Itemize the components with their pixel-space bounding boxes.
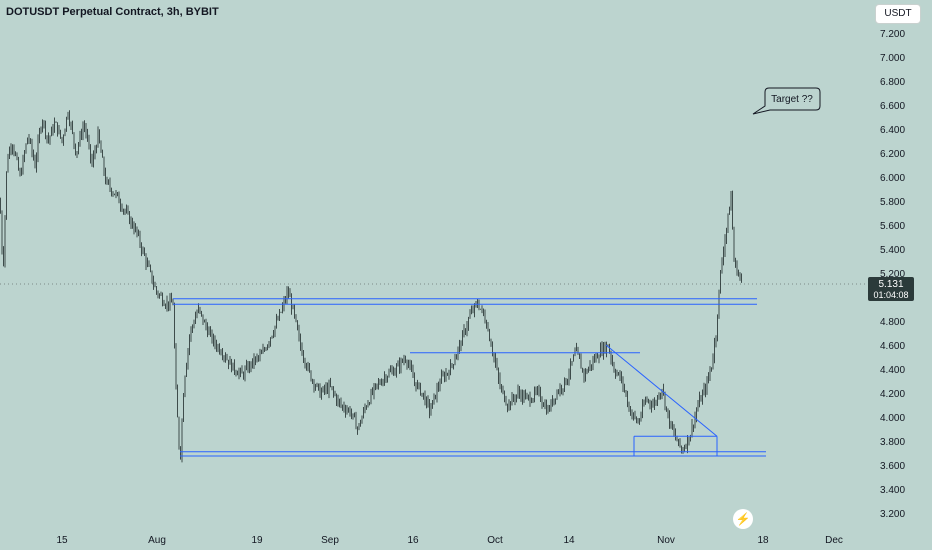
x-tick-label: 19: [251, 535, 263, 546]
time-axis[interactable]: 15 Aug 19 Sep 16 Oct 14 Nov 18 Dec: [56, 535, 842, 546]
candles: [0, 110, 742, 463]
y-tick-label: 6.800: [880, 77, 905, 88]
y-tick-label: 6.400: [880, 125, 905, 136]
y-tick-label: 4.400: [880, 365, 905, 376]
price-axis[interactable]: 7.200 7.000 6.800 6.600 6.400 6.200 6.000 5.800…: [880, 29, 905, 520]
x-tick-label: Oct: [487, 535, 503, 546]
y-tick-label: 4.800: [880, 317, 905, 328]
x-tick-label: 15: [56, 535, 68, 546]
y-tick-label: 3.200: [880, 509, 905, 520]
x-tick-label: Aug: [148, 535, 166, 546]
currency-button[interactable]: USDT: [875, 4, 921, 24]
y-tick-label: 3.400: [880, 485, 905, 496]
y-tick-label: 7.000: [880, 53, 905, 64]
y-tick-label: 6.000: [880, 173, 905, 184]
y-tick-label: 4.000: [880, 413, 905, 424]
x-tick-label: Dec: [825, 535, 843, 546]
y-tick-label: 4.600: [880, 341, 905, 352]
y-tick-label: 4.200: [880, 389, 905, 400]
y-tick-label: 3.800: [880, 437, 905, 448]
x-tick-label: 18: [757, 535, 769, 546]
trend-drawings[interactable]: [173, 298, 766, 457]
symbol-title: DOTUSDT Perpetual Contract, 3h, BYBIT: [6, 6, 219, 18]
lightning-icon[interactable]: ⚡: [733, 509, 753, 529]
y-tick-label: 6.200: [880, 149, 905, 160]
y-tick-label: 5.200: [880, 269, 905, 280]
x-tick-label: Nov: [657, 535, 675, 546]
x-tick-label: 14: [563, 535, 575, 546]
target-label: Target ??: [771, 94, 813, 105]
y-tick-label: 5.600: [880, 221, 905, 232]
candle-countdown: 01:04:08: [873, 290, 908, 300]
x-tick-label: 16: [407, 535, 419, 546]
target-callout[interactable]: Target ??: [752, 87, 821, 115]
y-tick-label: 6.600: [880, 101, 905, 112]
y-tick-label: 5.800: [880, 197, 905, 208]
y-tick-label: 5.400: [880, 245, 905, 256]
x-tick-label: Sep: [321, 535, 339, 546]
y-tick-label: 3.600: [880, 461, 905, 472]
wedge-top-line[interactable]: [605, 344, 718, 437]
last-price-value: 5.131: [878, 279, 903, 290]
y-tick-label: 7.200: [880, 29, 905, 40]
last-price-tag: 5.131 01:04:08: [868, 277, 914, 301]
